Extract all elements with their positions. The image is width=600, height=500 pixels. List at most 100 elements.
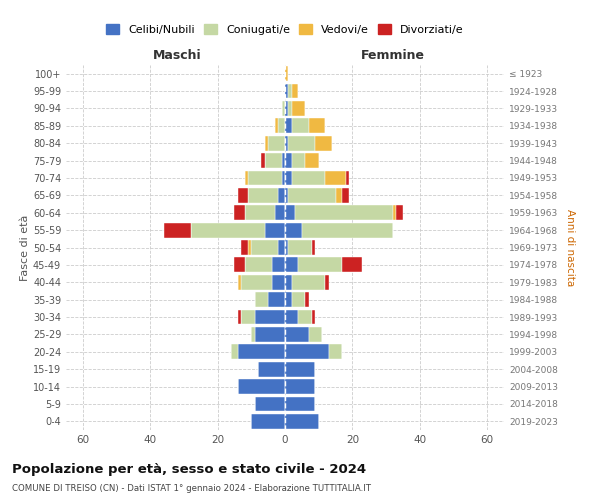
Bar [251, 240, 278, 255]
Bar [308, 118, 325, 133]
Bar [245, 258, 272, 272]
Bar [298, 310, 312, 324]
Y-axis label: Fasce di età: Fasce di età [20, 214, 30, 280]
Bar [285, 396, 316, 411]
Bar [285, 188, 289, 202]
Bar [285, 136, 289, 150]
Bar [235, 258, 245, 272]
Bar [285, 118, 292, 133]
Bar [292, 292, 305, 307]
Bar [285, 153, 292, 168]
Bar [265, 136, 268, 150]
Bar [292, 101, 305, 116]
Bar [245, 206, 275, 220]
Bar [302, 222, 393, 238]
Bar [316, 136, 332, 150]
Bar [285, 101, 289, 116]
Bar [265, 222, 285, 238]
Bar [281, 153, 285, 168]
Bar [285, 292, 292, 307]
Bar [393, 206, 396, 220]
Bar [281, 170, 285, 186]
Bar [285, 206, 295, 220]
Text: Femmine: Femmine [361, 48, 425, 62]
Bar [231, 344, 238, 359]
Bar [241, 240, 248, 255]
Bar [278, 188, 285, 202]
Bar [396, 206, 403, 220]
Bar [278, 240, 285, 255]
Y-axis label: Anni di nascita: Anni di nascita [565, 209, 575, 286]
Bar [285, 362, 316, 376]
Bar [258, 362, 285, 376]
Bar [305, 292, 308, 307]
Bar [325, 275, 329, 289]
Bar [342, 258, 362, 272]
Bar [312, 240, 316, 255]
Bar [238, 344, 285, 359]
Bar [248, 188, 278, 202]
Bar [329, 344, 342, 359]
Bar [254, 292, 268, 307]
Legend: Celibi/Nubili, Coniugati/e, Vedovi/e, Divorziati/e: Celibi/Nubili, Coniugati/e, Vedovi/e, Di… [102, 20, 468, 39]
Bar [285, 84, 289, 98]
Bar [235, 206, 245, 220]
Bar [245, 170, 248, 186]
Bar [254, 327, 285, 342]
Bar [254, 310, 285, 324]
Bar [285, 258, 298, 272]
Bar [285, 66, 289, 81]
Bar [238, 379, 285, 394]
Bar [254, 396, 285, 411]
Bar [292, 170, 325, 186]
Bar [262, 153, 265, 168]
Bar [289, 188, 335, 202]
Bar [289, 84, 292, 98]
Bar [241, 275, 272, 289]
Bar [251, 327, 254, 342]
Bar [298, 258, 342, 272]
Bar [285, 240, 289, 255]
Bar [285, 275, 292, 289]
Bar [305, 153, 319, 168]
Bar [342, 188, 349, 202]
Bar [289, 240, 312, 255]
Bar [241, 310, 254, 324]
Bar [308, 327, 322, 342]
Bar [238, 188, 248, 202]
Bar [238, 310, 241, 324]
Bar [285, 222, 302, 238]
Bar [281, 101, 285, 116]
Bar [289, 136, 316, 150]
Bar [164, 222, 191, 238]
Text: COMUNE DI TREISO (CN) - Dati ISTAT 1° gennaio 2024 - Elaborazione TUTTITALIA.IT: COMUNE DI TREISO (CN) - Dati ISTAT 1° ge… [12, 484, 371, 493]
Bar [289, 101, 292, 116]
Bar [285, 310, 298, 324]
Bar [292, 84, 298, 98]
Bar [272, 275, 285, 289]
Bar [295, 206, 393, 220]
Bar [275, 206, 285, 220]
Bar [251, 414, 285, 428]
Bar [275, 118, 278, 133]
Text: Popolazione per età, sesso e stato civile - 2024: Popolazione per età, sesso e stato civil… [12, 462, 366, 475]
Bar [346, 170, 349, 186]
Bar [335, 188, 342, 202]
Bar [292, 275, 325, 289]
Bar [292, 118, 308, 133]
Bar [268, 136, 285, 150]
Bar [268, 292, 285, 307]
Bar [285, 170, 292, 186]
Bar [312, 310, 316, 324]
Bar [292, 153, 305, 168]
Bar [265, 153, 281, 168]
Bar [248, 240, 251, 255]
Bar [285, 414, 319, 428]
Bar [325, 170, 346, 186]
Bar [285, 379, 316, 394]
Bar [285, 327, 308, 342]
Text: Maschi: Maschi [153, 48, 202, 62]
Bar [238, 275, 241, 289]
Bar [248, 170, 281, 186]
Bar [278, 118, 285, 133]
